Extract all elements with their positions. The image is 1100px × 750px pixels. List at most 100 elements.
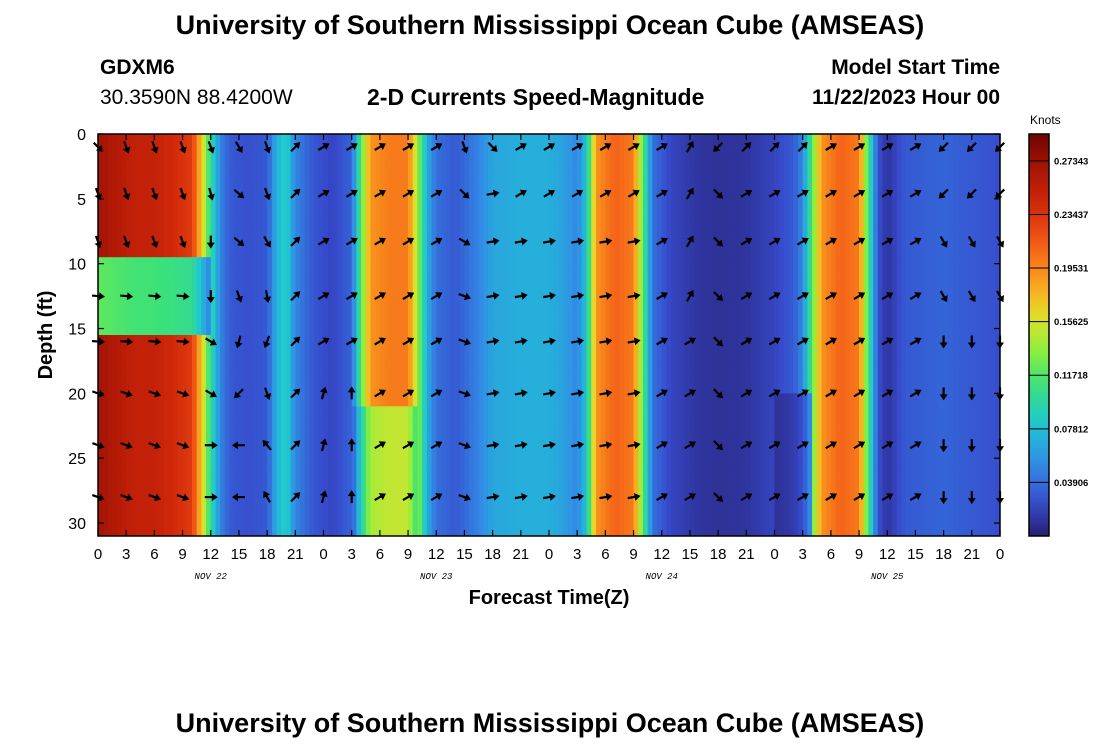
heatmap-cell [257,276,264,284]
heatmap-cell [384,477,390,485]
heatmap-cell [262,244,268,252]
heatmap-cell [229,490,235,498]
heatmap-cell [154,529,160,536]
heatmap-cell [206,380,212,388]
heatmap-cell [426,146,433,155]
heatmap-cell [107,399,113,407]
heatmap-cell [379,406,386,414]
heatmap-cell [431,309,437,317]
heatmap-cell [300,166,306,174]
heatmap-cell [168,367,174,375]
heatmap-cell [370,159,376,168]
heatmap-cell [389,529,395,536]
heatmap-cell [121,471,127,479]
heatmap-cell [253,438,259,446]
heatmap-cell [389,335,395,343]
heatmap-cell [318,198,325,206]
heatmap-cell [304,309,311,317]
heatmap-cell [130,445,137,453]
heatmap-cell [116,153,123,161]
heatmap-cell [281,224,287,232]
heatmap-cell [187,134,193,142]
heatmap-cell [224,218,231,226]
heatmap-cell [351,146,357,155]
heatmap-cell [126,380,132,388]
heatmap-cell [412,438,419,446]
heatmap-cell [229,523,235,531]
heatmap-cell [285,393,292,401]
heatmap-cell [295,231,301,239]
heatmap-cell [220,510,226,518]
heatmap-cell [140,425,146,433]
heatmap-cell [431,510,437,518]
heatmap-cell [436,153,442,161]
heatmap-cell [408,296,414,304]
heatmap-cell [253,464,259,472]
heatmap-cell [403,451,409,459]
heatmap-cell [393,445,400,453]
heatmap-cell [276,328,282,336]
heatmap-cell [365,198,372,206]
heatmap-cell [271,140,278,148]
heatmap-cell [342,185,348,193]
heatmap-cell [314,146,320,155]
heatmap-cell [450,497,456,505]
heatmap-cell [126,451,132,459]
heatmap-cell [375,406,381,414]
heatmap-cell [196,335,202,343]
heatmap-cell [469,146,475,155]
heatmap-cell [271,198,278,206]
heatmap-cell [370,360,376,369]
heatmap-cell [187,386,193,394]
heatmap-cell [238,451,245,459]
heatmap-cell [295,276,301,284]
heatmap-cell [229,140,235,148]
heatmap-cell [337,432,343,440]
heatmap-cell [412,328,419,336]
heatmap-cell [168,425,174,433]
heatmap-cell [271,503,278,511]
heatmap-cell [393,224,400,232]
heatmap-cell [187,419,193,427]
heatmap-cell [243,205,249,213]
heatmap-cell [436,523,442,531]
heatmap-cell [304,198,311,206]
heatmap-cell [168,380,174,388]
heatmap-cell [210,432,217,440]
heatmap-cell [328,296,334,304]
heatmap-cell [412,477,419,485]
heatmap-cell [285,380,292,388]
heatmap-cell [309,419,315,427]
heatmap-cell [248,360,254,369]
heatmap-cell [351,451,357,459]
heatmap-cell [379,134,386,142]
heatmap-cell [126,347,132,356]
heatmap-cell [253,360,259,369]
heatmap-cell [455,419,461,427]
heatmap-cell [393,198,400,206]
heatmap-cell [173,425,179,433]
heatmap-cell [196,425,202,433]
heatmap-cell [276,380,282,388]
heatmap-cell [469,276,475,284]
heatmap-cell [112,497,118,505]
heatmap-cell [455,335,461,343]
heatmap-cell [248,198,254,206]
heatmap-cell [191,237,198,245]
heatmap-cell [163,380,170,388]
heatmap-cell [309,451,315,459]
heatmap-cell [130,380,137,388]
heatmap-cell [130,153,137,161]
heatmap-cell [370,523,376,531]
heatmap-cell [426,438,433,446]
heatmap-cell [440,322,447,330]
heatmap-cell [112,386,118,394]
heatmap-cell [238,419,245,427]
heatmap-cell [201,289,207,297]
heatmap-cell [309,250,315,258]
heatmap-cell [234,464,240,472]
heatmap-cell [379,367,386,375]
heatmap-cell [163,244,170,252]
heatmap-cell [281,198,287,206]
heatmap-cell [126,140,132,148]
